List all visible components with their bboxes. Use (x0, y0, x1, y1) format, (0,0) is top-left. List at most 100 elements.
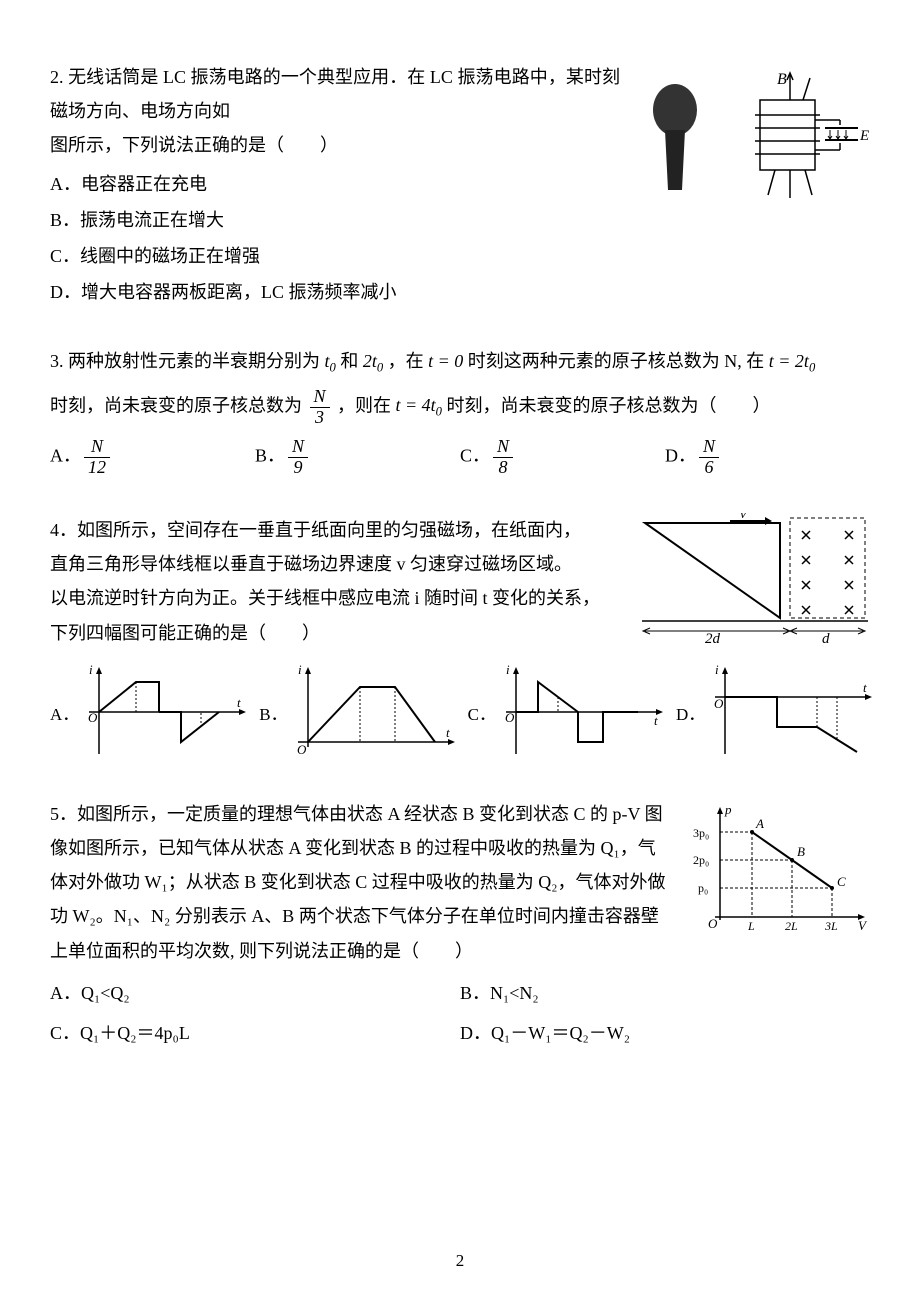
a-t: t (237, 695, 241, 710)
q4-l3: 以电流逆时针方向为正。关于线框中感应电流 i 随时间 t 变化的关系， (50, 581, 625, 615)
q4num: 4． (50, 520, 77, 540)
q3-t1b: 和 (340, 351, 358, 371)
q3dn: N (699, 437, 719, 458)
q5-l3: 体对外做功 W₁；从状态 B 变化到状态 C 过程中吸收的热量为 Q₂，气体对外… (50, 865, 675, 899)
q3cn: N (493, 437, 513, 458)
q5-A: A (755, 816, 764, 831)
q2-opt-d: D．增大电容器两板距离，LC 振荡频率减小 (50, 275, 620, 309)
teq2s: 0 (809, 361, 815, 375)
q2-opt-c: C．线圈中的磁场正在增强 (50, 239, 620, 273)
q5-2p0: 2p₀ (693, 853, 709, 867)
q3-opt-b: B．N9 (255, 437, 460, 478)
q5-l4: 功 W₂。N₁、N₂ 分别表示 A、B 两个状态下气体分子在单位时间内撞击容器壁 (50, 899, 675, 933)
q3-opt-a: A．N12 (50, 437, 255, 478)
q5-opt-d: D．Q₁－W₁＝Q₂－W₂ (460, 1016, 870, 1050)
q5-V: V (858, 918, 868, 933)
question-3: 3. 两种放射性元素的半衰期分别为 t0 和 2t0 ，在 t = 0 时刻这两… (50, 344, 870, 478)
teq2v: t = 2t (769, 351, 809, 371)
b-O: O (297, 742, 307, 757)
q3a-pre: A． (50, 446, 81, 466)
q4t1: 如图所示，空间存在一垂直于纸面向里的匀强磁场，在纸面内， (77, 520, 581, 540)
page-number: 2 (456, 1245, 465, 1277)
triangle-frame (645, 523, 780, 618)
q4-v: v (740, 513, 747, 522)
q5-2L: 2L (785, 919, 798, 933)
d-t: t (863, 680, 867, 695)
q3-t1c: ，在 (388, 351, 424, 371)
a-i: i (89, 662, 93, 677)
q4-a-label: A． (50, 699, 79, 731)
teq4v: t = 4t (396, 395, 436, 415)
q3-opt-d: D．N6 (665, 437, 870, 478)
q3-t1a: 两种放射性元素的半衰期分别为 (68, 351, 320, 371)
arrow-d1 (768, 170, 775, 195)
q4-2d: 2d (705, 631, 721, 647)
q2-line2: 图所示，下列说法正确的是（ ） (50, 128, 620, 162)
field-border (790, 518, 865, 618)
question-2: 2. 无线话筒是 LC 振荡电路的一个典型应用．在 LC 振荡电路中，某时刻磁场… (50, 60, 870, 309)
q4-opt-d: D． i O t (676, 662, 877, 762)
q2-num: 2. (50, 67, 64, 87)
q5-options: A．Q₁<Q₂ B．N₁<N₂ C．Q₁＋Q₂＝4p₀L D．Q₁－W₁＝Q₂－… (50, 976, 870, 1056)
mic-head-icon (653, 84, 697, 136)
question-5: 5．如图所示，一定质量的理想气体由状态 A 经状态 B 变化到状态 C 的 p-… (50, 797, 870, 1056)
q3bn: N (288, 437, 308, 458)
q3-t0: t0 (325, 351, 336, 371)
b-t: t (446, 725, 450, 740)
q5-B: B (797, 844, 805, 859)
inductor-icon (760, 100, 815, 170)
q2-B-label: B (777, 71, 787, 88)
q4-graph-d: i O t (707, 662, 877, 762)
q2-opt-b: B．振荡电流正在增大 (50, 203, 620, 237)
q3-teq0: t = 0 (428, 351, 463, 371)
q3-frac-n3: N3 (310, 387, 330, 428)
mic-handle-icon (665, 130, 685, 190)
q5-C: C (837, 874, 846, 889)
q3-2t0: 2t0 (363, 351, 383, 371)
q3-t1d: 时刻这两种元素的原子核总数为 N, 在 (468, 351, 765, 371)
q4-c-label: C． (468, 699, 496, 731)
q3-t2a: 时刻，尚未衰变的原子核总数为 (50, 395, 302, 415)
q3-t2c: 时刻，尚未衰变的原子核总数为（ ） (446, 395, 770, 415)
q4-opt-c: C． i O t (468, 662, 668, 762)
q3d-frac: N6 (699, 437, 719, 478)
q4-l4: 下列四幅图可能正确的是（ ） (50, 616, 625, 650)
q5-opt-a: A．Q₁<Q₂ (50, 976, 460, 1010)
q2-line1: 2. 无线话筒是 LC 振荡电路的一个典型应用．在 LC 振荡电路中，某时刻磁场… (50, 60, 620, 128)
a-O: O (88, 710, 98, 725)
teq4s: 0 (436, 405, 442, 419)
q4-b-label: B． (259, 699, 287, 731)
q4-l2: 直角三角形导体线框以垂直于磁场边界速度 v 匀速穿过磁场区域。 (50, 547, 625, 581)
n3d: 3 (310, 408, 330, 428)
q3dd: 6 (699, 458, 719, 478)
field-x-marks (802, 531, 853, 614)
q3-line2: 时刻，尚未衰变的原子核总数为 N3 ，则在 t = 4t0 时刻，尚未衰变的原子… (50, 387, 870, 428)
q4-graph-c: i O t (498, 662, 668, 762)
q3-teq4: t = 4t0 (396, 395, 442, 415)
q4-graph-a: i O t (81, 662, 251, 762)
q3-t2b: ，则在 (337, 395, 391, 415)
q3c-pre: C． (460, 446, 490, 466)
q5-l2: 像如图所示，已知气体从状态 A 变化到状态 B 的过程中吸收的热量为 Q₁，气 (50, 831, 675, 865)
q3c-frac: N8 (493, 437, 513, 478)
q5-p: p (724, 802, 732, 817)
q2-options: A．电容器正在充电 B．振荡电流正在增大 C．线圈中的磁场正在增强 D．增大电容… (50, 167, 620, 310)
c-i: i (506, 662, 510, 677)
q2-figure: B E (630, 70, 870, 240)
q3b-frac: N9 (288, 437, 308, 478)
q3ad: 12 (84, 458, 110, 478)
q3-num: 3. (50, 351, 64, 371)
q4-graph-b: i O t (290, 662, 460, 762)
q4-figure: v 2d d (640, 513, 870, 648)
q3-line1: 3. 两种放射性元素的半衰期分别为 t0 和 2t0 ，在 t = 0 时刻这两… (50, 344, 870, 381)
q3a-frac: N12 (84, 437, 110, 478)
q5-figure: p V O 3p₀ 2p₀ p₀ L 2L 3L A B C (690, 802, 870, 942)
q3b-pre: B． (255, 446, 285, 466)
q4-d: d (822, 631, 830, 647)
q4-opt-b: B． i O t (259, 662, 459, 762)
n3n: N (310, 387, 330, 408)
q3an: N (84, 437, 110, 458)
q5-3p0: 3p₀ (693, 826, 709, 840)
q2-opt-a: A．电容器正在充电 (50, 167, 620, 201)
q5-O: O (708, 916, 718, 931)
